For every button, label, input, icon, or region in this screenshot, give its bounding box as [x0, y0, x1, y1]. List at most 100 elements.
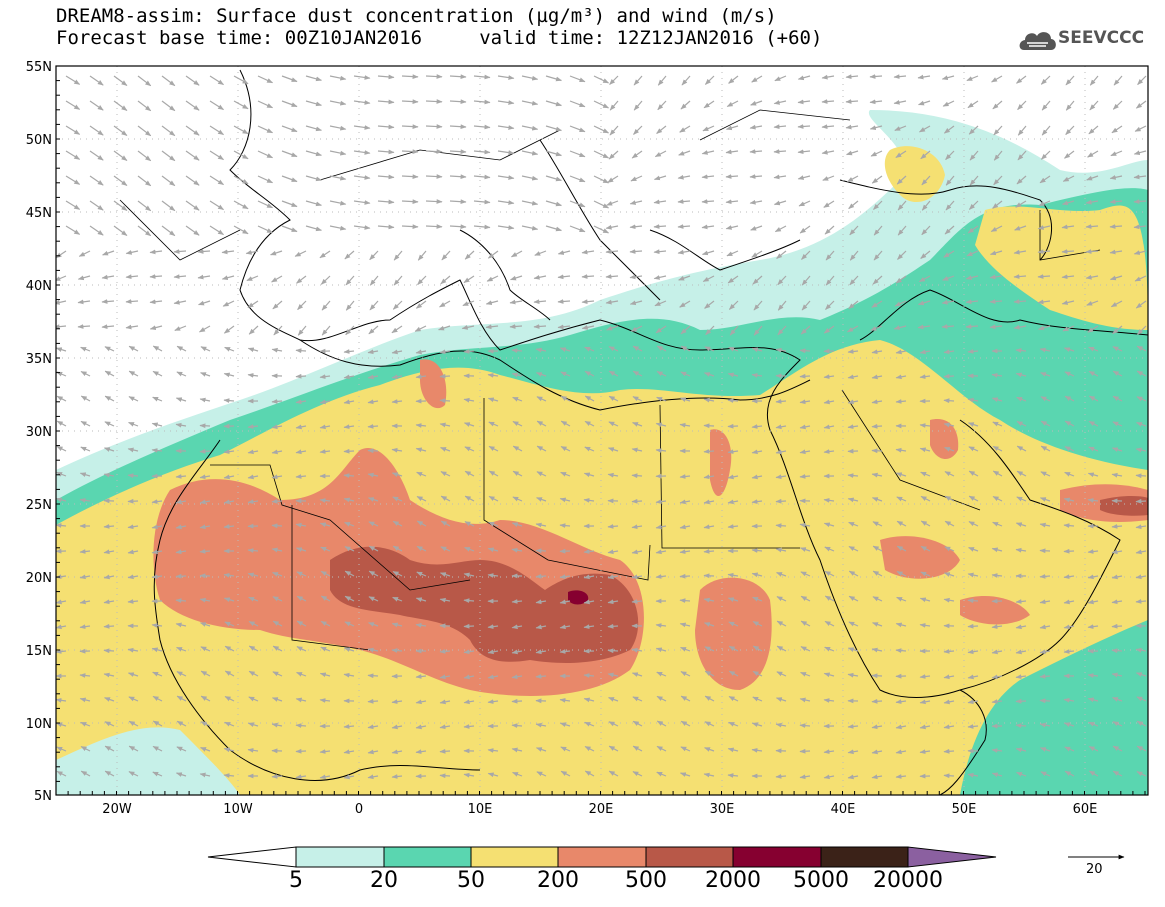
- wind-arrow: [439, 597, 451, 603]
- wind-arrow: [439, 422, 451, 428]
- wind-arrow: [560, 395, 571, 402]
- wind-arrow: [920, 545, 931, 552]
- wind-arrow: [726, 100, 739, 108]
- wind-arrow: [631, 498, 643, 504]
- wind-arrow: [104, 721, 115, 727]
- wind-arrow: [677, 174, 691, 180]
- wind-arrow: [681, 75, 691, 86]
- wind-arrow: [487, 547, 499, 553]
- wind-arrow: [823, 672, 835, 678]
- wind-arrow: [414, 325, 427, 332]
- wind-arrow: [175, 622, 187, 628]
- wind-arrow: [894, 125, 907, 131]
- colorbar-label: 2000: [705, 868, 761, 893]
- wind-arrow: [545, 175, 562, 182]
- wind-arrow: [464, 446, 475, 452]
- wind-arrow: [367, 647, 379, 653]
- wind-arrow: [966, 75, 979, 82]
- wind-arrow: [485, 324, 499, 330]
- wind-arrow: [703, 597, 715, 603]
- wind-arrow: [751, 424, 763, 429]
- wind-arrow: [344, 621, 355, 627]
- wind-arrow: [343, 349, 355, 354]
- wind-arrow: [176, 720, 187, 727]
- wind-arrow: [425, 199, 443, 204]
- wind-arrow: [462, 300, 475, 307]
- colorbar-label: 5: [289, 868, 303, 893]
- wind-arrow: [511, 348, 523, 353]
- wind-arrow: [919, 447, 931, 453]
- wind-arrow: [944, 520, 955, 527]
- wind-arrow: [704, 747, 715, 752]
- wind-arrow: [895, 472, 907, 477]
- wind-arrow: [801, 275, 811, 286]
- wind-arrow: [727, 398, 739, 403]
- wind-arrow: [943, 373, 955, 379]
- wind-arrow: [727, 474, 739, 480]
- wind-arrow: [677, 224, 691, 229]
- wind-arrow: [271, 474, 283, 480]
- wind-arrow: [127, 498, 139, 504]
- wind-arrow: [824, 646, 835, 652]
- wind-arrow: [869, 99, 883, 105]
- wind-arrow: [799, 748, 811, 754]
- wind-arrow: [797, 124, 811, 129]
- wind-arrow: [512, 496, 523, 502]
- wind-arrow: [391, 774, 403, 779]
- wind-arrow: [461, 325, 475, 330]
- wind-arrow: [679, 300, 691, 308]
- wind-arrow: [344, 546, 355, 552]
- wind-arrow: [751, 449, 763, 455]
- wind-arrow: [200, 721, 211, 727]
- wind-arrow: [391, 724, 403, 730]
- lat-label: 10N: [26, 717, 52, 732]
- wind-arrow: [512, 445, 523, 452]
- wind-arrow: [353, 200, 371, 205]
- wind-arrow: [727, 524, 739, 529]
- wind-arrow: [631, 150, 643, 159]
- wind-arrow: [654, 150, 667, 158]
- colorbar-bin: [645, 846, 734, 868]
- wind-arrow: [511, 624, 523, 630]
- wind-arrow: [488, 445, 499, 452]
- wind-arrow: [185, 150, 200, 161]
- wind-arrow: [657, 75, 667, 86]
- wind-arrow: [704, 695, 715, 702]
- wind-arrow: [799, 522, 811, 528]
- wind-arrow: [895, 749, 907, 755]
- wind-arrow: [727, 275, 739, 284]
- wind-arrow: [343, 724, 355, 729]
- wind-arrow: [797, 75, 811, 81]
- wind-arrow: [320, 646, 331, 652]
- wind-arrow: [703, 474, 715, 480]
- wind-arrow: [510, 275, 523, 281]
- wind-arrow: [653, 275, 667, 280]
- wind-arrow: [343, 497, 355, 503]
- wind-arrow: [703, 499, 715, 505]
- wind-arrow: [137, 100, 152, 112]
- wind-arrow: [871, 497, 883, 502]
- wind-arrow: [128, 370, 139, 377]
- wind-arrow: [103, 472, 115, 478]
- wind-arrow: [941, 299, 955, 305]
- wind-arrow: [776, 596, 787, 602]
- wind-arrow: [487, 397, 499, 403]
- wind-arrow: [175, 397, 187, 402]
- wind-arrow: [777, 300, 787, 311]
- wind-arrow: [56, 697, 67, 703]
- wind-arrow: [605, 274, 619, 279]
- wind-arrow: [608, 721, 619, 727]
- wind-arrow: [821, 149, 835, 155]
- wind-arrow: [473, 124, 491, 130]
- wind-arrow: [343, 473, 355, 479]
- wind-arrow: [247, 373, 259, 378]
- wind-arrow: [943, 349, 955, 355]
- wind-arrow: [749, 199, 763, 205]
- wind-arrow: [897, 250, 907, 260]
- wind-arrow: [487, 250, 499, 259]
- wind-arrow: [703, 548, 715, 554]
- wind-arrow: [128, 345, 139, 352]
- wind-arrow: [848, 200, 859, 210]
- wind-arrow: [401, 74, 419, 79]
- wind-arrow: [56, 599, 67, 605]
